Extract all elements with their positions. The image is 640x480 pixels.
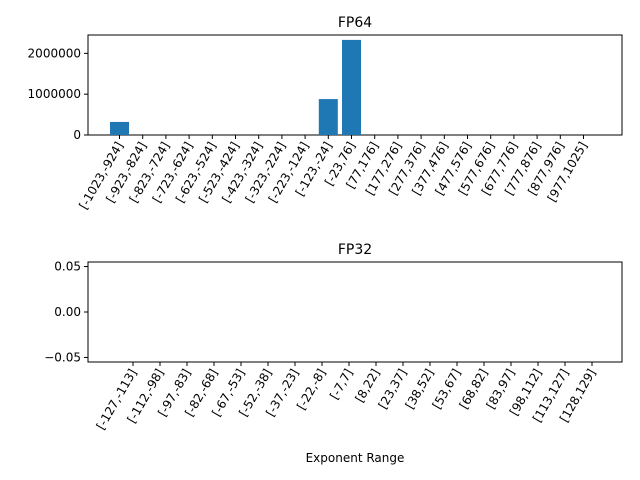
fp32-title: FP32 (338, 242, 372, 258)
fp32-x-axis-label: Exponent Range (306, 451, 405, 465)
fp64-y-tick-label: 1000000 (28, 87, 81, 101)
fp64-bar (342, 39, 361, 135)
fp32-axes-frame (87, 261, 623, 363)
fp64-bar (110, 121, 129, 135)
fp32-y-tick-label: 0.05 (54, 260, 81, 274)
fp64-y-tick-label: 2000000 (28, 46, 81, 60)
fp64-title: FP64 (338, 15, 372, 31)
fp32-subplot: FP32 −0.050.000.05[-127,-113][-112,-98][… (44, 242, 623, 465)
fp64-y-tick-label: 0 (73, 128, 81, 142)
fp32-x-tick-label: [-7,7] (327, 367, 356, 402)
fp32-y-tick-label: −0.05 (44, 350, 81, 364)
fp64-subplot: FP64 010000002000000[-1023,-924][-923,-8… (28, 15, 623, 212)
fp64-bar (318, 99, 338, 135)
fp32-y-tick-label: 0.00 (54, 305, 81, 319)
